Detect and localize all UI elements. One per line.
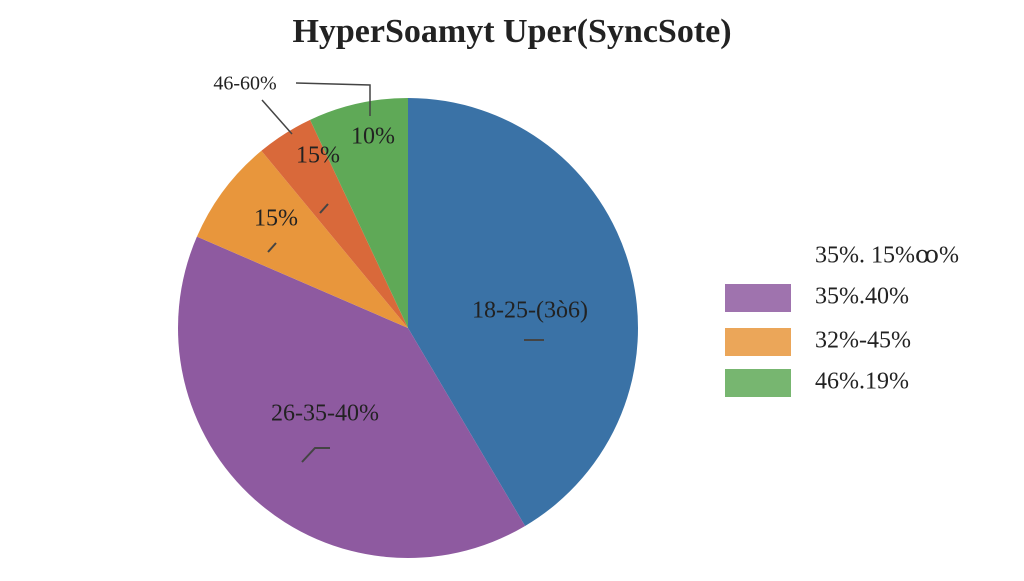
legend: 35%. 15%ꝏ% 35%.40% 32%-45% 46%.19%	[725, 243, 959, 397]
legend-label: 35%.40%	[815, 284, 909, 310]
pie-slice	[408, 98, 638, 526]
legend-swatch	[725, 328, 791, 356]
pie	[178, 98, 638, 558]
legend-swatch	[725, 284, 791, 312]
callout-label: 46-60%	[213, 73, 276, 95]
pie-slice	[178, 236, 526, 558]
legend-label: 35%. 15%ꝏ%	[815, 243, 959, 269]
slice-label: 26-35-40%	[271, 401, 379, 427]
callout-line	[261, 99, 293, 135]
chart-title: HyperSoamyt Uper(SyncSote)	[292, 13, 731, 50]
leader-tick	[319, 203, 329, 214]
slice-label: 15%	[296, 143, 340, 169]
pie-slice	[261, 119, 408, 329]
callout-line	[295, 82, 371, 116]
leader-tick	[267, 242, 277, 253]
slice-label: 18-25-(3ò6)	[472, 298, 588, 324]
slice-label: 15%	[254, 206, 298, 232]
legend-label: 32%-45%	[815, 328, 911, 354]
slice-labels: 18-25-(3ò6) 26-35-40% 15% 15% 10%	[254, 124, 588, 427]
pie-slice	[310, 98, 408, 328]
legend-label: 46%.19%	[815, 369, 909, 395]
slice-label: 10%	[351, 124, 395, 150]
leader-tick	[301, 447, 330, 463]
pie-slice	[196, 150, 408, 328]
legend-swatch	[725, 369, 791, 397]
